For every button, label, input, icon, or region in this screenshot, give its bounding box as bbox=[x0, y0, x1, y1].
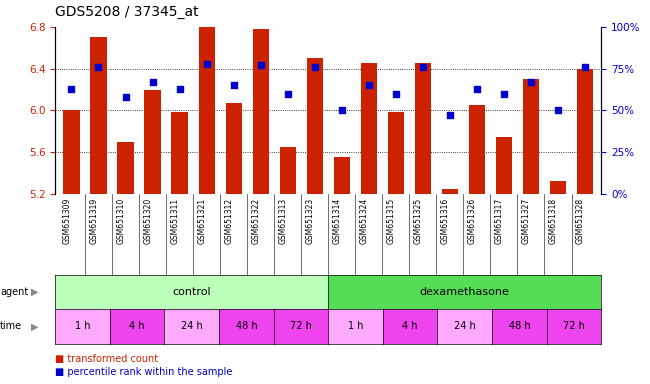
Text: 1 h: 1 h bbox=[75, 321, 90, 331]
Bar bbox=[172, 113, 188, 194]
Bar bbox=[253, 29, 269, 194]
Text: 4 h: 4 h bbox=[402, 321, 418, 331]
Point bbox=[418, 64, 428, 70]
Text: 24 h: 24 h bbox=[181, 321, 203, 331]
Point bbox=[472, 86, 482, 92]
Text: GSM651327: GSM651327 bbox=[522, 198, 531, 244]
Bar bbox=[63, 111, 79, 194]
Point bbox=[228, 82, 239, 88]
Point bbox=[391, 91, 401, 97]
Text: 48 h: 48 h bbox=[508, 321, 530, 331]
Point bbox=[363, 82, 374, 88]
Text: dexamethasone: dexamethasone bbox=[420, 287, 510, 297]
Point bbox=[526, 79, 536, 85]
Text: GSM651317: GSM651317 bbox=[495, 198, 504, 244]
Text: GSM651328: GSM651328 bbox=[576, 198, 585, 244]
Text: 24 h: 24 h bbox=[454, 321, 476, 331]
Text: GSM651318: GSM651318 bbox=[549, 198, 558, 244]
Text: 72 h: 72 h bbox=[290, 321, 312, 331]
Text: GSM651320: GSM651320 bbox=[144, 198, 153, 244]
Text: GSM651314: GSM651314 bbox=[333, 198, 342, 244]
Text: time: time bbox=[0, 321, 22, 331]
Bar bbox=[280, 147, 296, 194]
Text: control: control bbox=[172, 287, 211, 297]
Text: GSM651311: GSM651311 bbox=[170, 198, 179, 244]
Bar bbox=[226, 103, 242, 194]
Point bbox=[66, 86, 77, 92]
Text: GSM651325: GSM651325 bbox=[414, 198, 423, 244]
Bar bbox=[577, 69, 593, 194]
Bar bbox=[523, 79, 539, 194]
Point bbox=[580, 64, 590, 70]
Text: GSM651309: GSM651309 bbox=[62, 198, 72, 244]
Text: 4 h: 4 h bbox=[129, 321, 145, 331]
Point bbox=[552, 107, 563, 114]
Point bbox=[255, 62, 266, 68]
Bar bbox=[144, 89, 161, 194]
Point bbox=[445, 113, 455, 119]
Point bbox=[499, 91, 509, 97]
Bar bbox=[469, 105, 485, 194]
Text: GSM651323: GSM651323 bbox=[306, 198, 315, 244]
Text: 48 h: 48 h bbox=[235, 321, 257, 331]
Text: GSM651313: GSM651313 bbox=[279, 198, 288, 244]
Text: 72 h: 72 h bbox=[563, 321, 585, 331]
Point bbox=[202, 61, 212, 67]
Bar bbox=[415, 63, 431, 194]
Point bbox=[283, 91, 293, 97]
Point bbox=[94, 64, 104, 70]
Text: GSM651315: GSM651315 bbox=[387, 198, 396, 244]
Bar bbox=[496, 136, 512, 194]
Text: GSM651321: GSM651321 bbox=[198, 198, 207, 244]
Point bbox=[120, 94, 131, 100]
Point bbox=[309, 64, 320, 70]
Bar bbox=[361, 63, 377, 194]
Text: GSM651324: GSM651324 bbox=[360, 198, 369, 244]
Bar bbox=[333, 157, 350, 194]
Text: ▶: ▶ bbox=[31, 321, 39, 331]
Text: ■ percentile rank within the sample: ■ percentile rank within the sample bbox=[55, 367, 233, 377]
Text: GSM651310: GSM651310 bbox=[116, 198, 125, 244]
Text: GSM651322: GSM651322 bbox=[252, 198, 261, 244]
Point bbox=[148, 79, 158, 85]
Point bbox=[174, 86, 185, 92]
Bar bbox=[442, 189, 458, 194]
Text: GSM651326: GSM651326 bbox=[468, 198, 477, 244]
Bar bbox=[198, 27, 214, 194]
Bar bbox=[387, 113, 404, 194]
Bar bbox=[118, 142, 134, 194]
Text: GSM651319: GSM651319 bbox=[90, 198, 99, 244]
Text: ▶: ▶ bbox=[31, 287, 39, 297]
Point bbox=[337, 107, 347, 114]
Bar bbox=[90, 37, 107, 194]
Text: GSM651316: GSM651316 bbox=[441, 198, 450, 244]
Text: GDS5208 / 37345_at: GDS5208 / 37345_at bbox=[55, 5, 199, 19]
Bar bbox=[307, 58, 323, 194]
Text: GSM651312: GSM651312 bbox=[225, 198, 233, 244]
Text: 1 h: 1 h bbox=[348, 321, 363, 331]
Text: ■ transformed count: ■ transformed count bbox=[55, 354, 159, 364]
Bar bbox=[550, 181, 566, 194]
Text: agent: agent bbox=[0, 287, 28, 297]
